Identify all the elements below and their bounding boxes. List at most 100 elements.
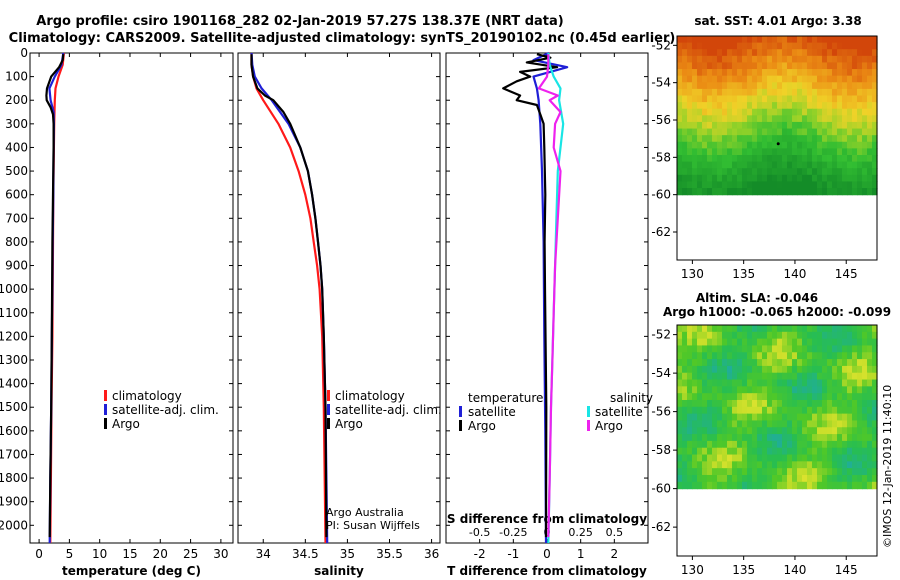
map-cell [842,95,848,103]
map-cell [807,181,813,189]
map-cell [802,447,808,456]
map-cell [707,121,713,130]
map-cell [792,413,798,422]
map-cell [767,161,773,169]
map-cell [862,454,868,462]
map-cell [717,434,723,442]
map-cell [702,174,708,183]
map-cell [847,95,853,103]
map-cell [867,481,873,490]
map-cell [832,155,838,163]
map-cell [867,108,873,116]
map-cell [687,331,693,340]
map-cell [857,181,863,189]
map-cell [802,108,808,116]
map-cell [817,55,823,64]
map-cell [742,372,748,381]
map-cell [807,372,813,381]
map-cell [822,148,828,156]
map-cell [777,427,783,435]
map-cell [747,88,753,97]
map-y-tick-label: -52 [651,328,671,342]
map-cell [712,386,718,394]
map-cell [797,42,803,50]
legend-label: satellite [468,405,516,419]
map-cell [727,115,733,123]
map-cell [727,345,733,353]
map-cell [707,108,713,116]
map-cell [817,474,823,483]
map-cell [742,148,748,156]
map-cell [792,108,798,116]
map-cell [872,454,878,462]
map-cell [797,359,803,367]
map-cell [727,379,733,387]
map-cell [757,102,763,110]
map-cell [872,468,878,476]
map-cell [857,148,863,156]
map-cell [847,481,853,490]
map-cell [732,345,738,353]
map-cell [747,365,753,374]
x-tick-label: 20 [153,547,168,561]
map-cell [802,115,808,123]
map-cell [717,75,723,83]
map-cell [732,413,738,422]
map-cell [792,161,798,169]
map-cell [687,461,693,469]
map-cell [847,174,853,183]
map-cell [872,148,878,156]
map-cell [757,95,763,103]
map-cell [677,481,683,490]
map-cell [697,62,703,70]
map-cell [722,181,728,189]
map-cell [742,454,748,462]
map-cell [727,359,733,367]
map-cell [737,88,743,97]
map-cell [677,95,683,103]
map-cell [772,49,778,57]
map-cell [747,325,753,333]
map-cell [677,75,683,83]
map-cell [797,49,803,57]
map-cell [742,379,748,387]
map-cell [837,379,843,387]
map-cell [822,174,828,183]
map-cell [817,121,823,130]
map-cell [722,386,728,394]
map-cell [792,102,798,110]
map-cell [712,331,718,340]
map-cell [712,481,718,490]
map-cell [862,69,868,77]
map-cell [852,399,858,408]
map-cell [857,36,863,44]
map-cell [837,148,843,156]
map-cell [827,62,833,70]
map-cell [737,148,743,156]
map-cell [792,188,798,196]
map-cell [717,168,723,176]
map-cell [732,121,738,130]
map-cell [832,108,838,116]
map-cell [782,155,788,163]
legend-swatch [459,420,462,431]
map-cell [777,393,783,401]
map-cell [757,399,763,408]
map-cell [727,338,733,347]
map-cell [762,49,768,57]
map-cell [752,386,758,394]
map-cell [837,325,843,333]
map-cell [822,155,828,163]
map-cell [857,386,863,394]
map-cell [727,49,733,57]
map-cell [747,434,753,442]
map-cell [757,406,763,415]
map-cell [782,399,788,408]
map-cell [752,115,758,123]
map-cell [812,474,818,483]
map-cell [837,42,843,50]
map-cell [817,181,823,189]
map-cell [867,174,873,183]
map-cell [832,69,838,77]
